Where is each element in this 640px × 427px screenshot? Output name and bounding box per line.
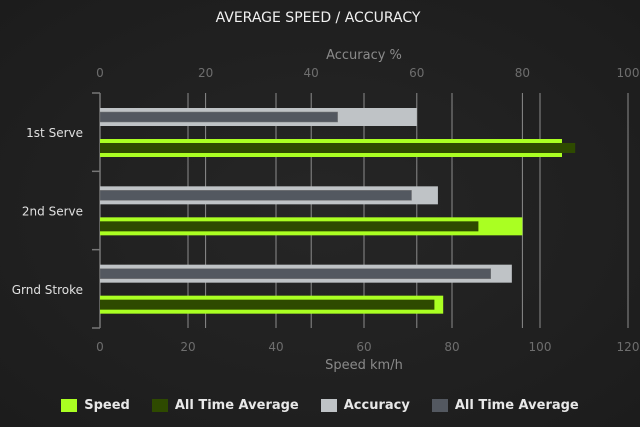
- category-label: 2nd Serve: [22, 205, 83, 219]
- legend-item[interactable]: Accuracy: [320, 398, 410, 413]
- legend-label: All Time Average: [454, 398, 579, 413]
- bottom-tick-label: 60: [356, 340, 371, 354]
- accuracy-average-bar: [99, 111, 338, 123]
- bar-chart: AVERAGE SPEED / ACCURACY Accuracy % Spee…: [12, 10, 640, 373]
- legend: Speed All Time Average Accuracy All Time Av…: [0, 398, 640, 413]
- legend-swatch: [61, 399, 78, 412]
- speed-average-bar: [100, 299, 435, 310]
- chart-title: AVERAGE SPEED / ACCURACY: [216, 10, 421, 26]
- bottom-tick-label: 100: [529, 340, 552, 354]
- top-tick-label: 60: [409, 66, 424, 80]
- bottom-tick-label: 120: [617, 340, 640, 354]
- top-tick-label: 0: [96, 66, 104, 80]
- top-tick-label: 80: [515, 66, 530, 80]
- legend-swatch: [320, 399, 337, 412]
- legend-label: Accuracy: [343, 398, 410, 413]
- legend-swatch: [431, 399, 448, 412]
- bottom-axis-label: Speed km/h: [325, 358, 403, 373]
- accuracy-average-bar: [99, 190, 412, 201]
- legend-label: All Time Average: [174, 398, 299, 413]
- top-axis-label: Accuracy %: [326, 48, 402, 63]
- top-tick-label: 40: [304, 66, 319, 80]
- legend-item[interactable]: All Time Average: [151, 398, 299, 413]
- category-label: 1st Serve: [26, 126, 83, 140]
- speed-average-bar: [100, 143, 576, 153]
- accuracy-average-bar: [99, 268, 491, 279]
- top-tick-label: 20: [198, 66, 213, 80]
- legend-swatch: [151, 399, 168, 412]
- category-label: Grnd Stroke: [12, 283, 83, 297]
- legend-item[interactable]: Speed: [61, 398, 130, 413]
- bottom-tick-label: 0: [96, 340, 104, 354]
- bottom-tick-label: 40: [268, 340, 283, 354]
- legend-label: Speed: [84, 398, 130, 413]
- bottom-tick-label: 20: [180, 340, 195, 354]
- top-tick-label: 100: [617, 66, 640, 80]
- speed-average-bar: [100, 221, 479, 232]
- legend-item[interactable]: All Time Average: [431, 398, 579, 413]
- bottom-tick-label: 80: [444, 340, 459, 354]
